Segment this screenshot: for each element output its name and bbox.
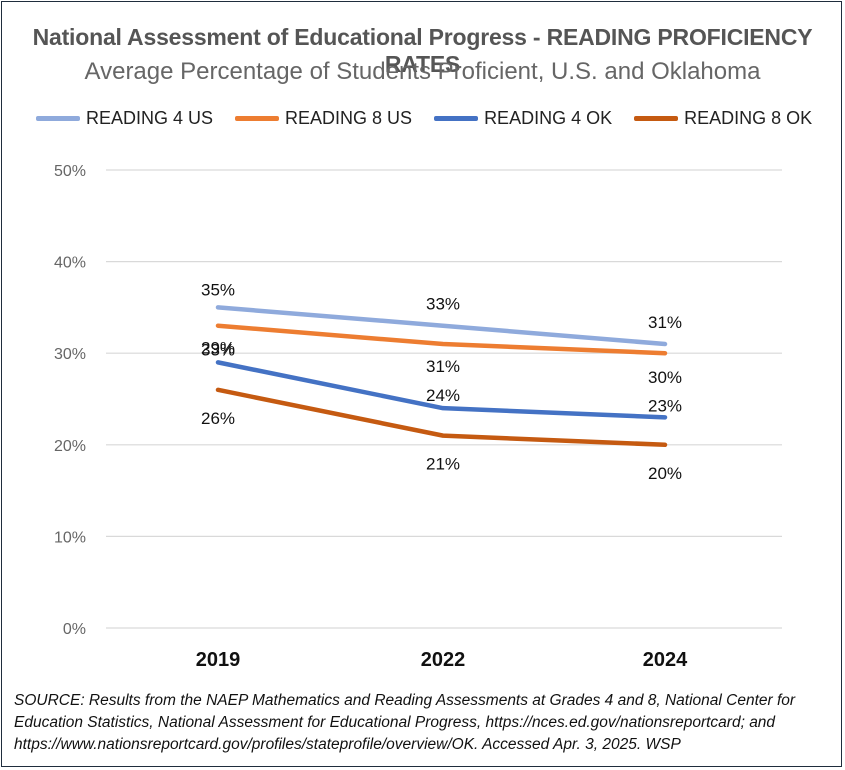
series-line-2	[215, 360, 668, 420]
data-label-series3-2022: 21%	[426, 455, 460, 474]
y-tick-label-20: 20%	[54, 438, 86, 455]
legend-item-reading-4-us: READING 4 US	[36, 108, 213, 129]
x-tick-label-2022: 2022	[421, 649, 466, 671]
y-tick-label-30: 30%	[54, 346, 86, 363]
x-tick-label-2024: 2024	[643, 649, 688, 671]
legend-item-reading-8-ok: READING 8 OK	[634, 108, 812, 129]
data-label-series3-2019: 26%	[201, 409, 235, 428]
legend-swatch-reading-4-us	[36, 115, 80, 121]
legend-label-reading-8-ok: READING 8 OK	[684, 107, 813, 128]
data-label-series2-2022: 24%	[426, 386, 460, 405]
chart-legend: READING 4 US READING 8 US READING 4 OK R…	[36, 104, 834, 132]
legend-item-reading-4-ok: READING 4 OK	[434, 108, 612, 129]
data-label-series0-2022: 33%	[426, 295, 460, 314]
legend-swatch-reading-8-us	[235, 115, 280, 121]
data-label-series1-2024: 30%	[648, 368, 682, 387]
series-line-3	[215, 387, 668, 448]
y-tick-label-40: 40%	[54, 255, 86, 272]
series-line-0	[215, 305, 668, 347]
data-label-series3-2024: 20%	[648, 464, 682, 483]
legend-swatch-reading-8-ok	[634, 115, 679, 121]
chart-subtitle: Average Percentage of Students Proficien…	[84, 58, 761, 85]
legend-item-reading-8-us: READING 8 US	[235, 108, 412, 129]
data-label-series0-2019: 35%	[201, 280, 235, 299]
y-tick-label-10: 10%	[54, 529, 86, 546]
series-line-1	[215, 323, 668, 356]
x-tick-label-2019: 2019	[196, 649, 241, 671]
data-label-series0-2024: 31%	[648, 313, 682, 332]
data-label-series1-2019: 33%	[201, 341, 235, 360]
chart-title: National Assessment of Educational Progr…	[32, 24, 813, 77]
data-label-series1-2022: 31%	[426, 357, 460, 376]
legend-label-reading-4-ok: READING 4 OK	[484, 107, 613, 128]
source-note: SOURCE: Results from the NAEP Mathematic…	[14, 692, 796, 753]
data-label-series2-2019: 29%	[201, 338, 235, 357]
legend-label-reading-4-us: READING 4 US	[86, 107, 214, 128]
y-tick-label-50: 50%	[54, 163, 86, 180]
legend-label-reading-8-us: READING 8 US	[285, 107, 413, 128]
data-label-series2-2024: 23%	[648, 396, 682, 415]
line-chart: 0% 10% 20% 30% 40% 50% 2019 2022 2024 35% 33% 31% 33…	[54, 163, 782, 671]
y-tick-label-0: 0%	[63, 621, 86, 638]
legend-swatch-reading-4-ok	[434, 115, 479, 121]
